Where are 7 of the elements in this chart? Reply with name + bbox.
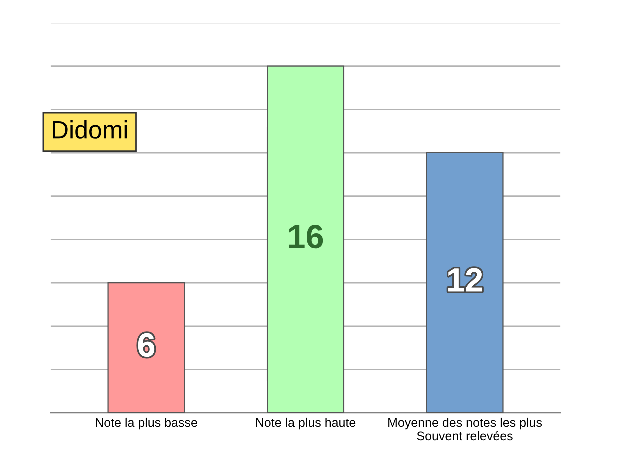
data-label: 6: [138, 333, 155, 358]
x-tick-label: Note la plus basse: [96, 418, 198, 430]
data-label: 12: [448, 268, 482, 292]
text: Didomi: [53, 120, 128, 139]
data-label: 16: [289, 225, 324, 249]
x-tick-label: Moyenne des notes les plus Souvent relevées: [388, 418, 542, 441]
x-tick-label: Note la plus haute: [256, 418, 356, 430]
